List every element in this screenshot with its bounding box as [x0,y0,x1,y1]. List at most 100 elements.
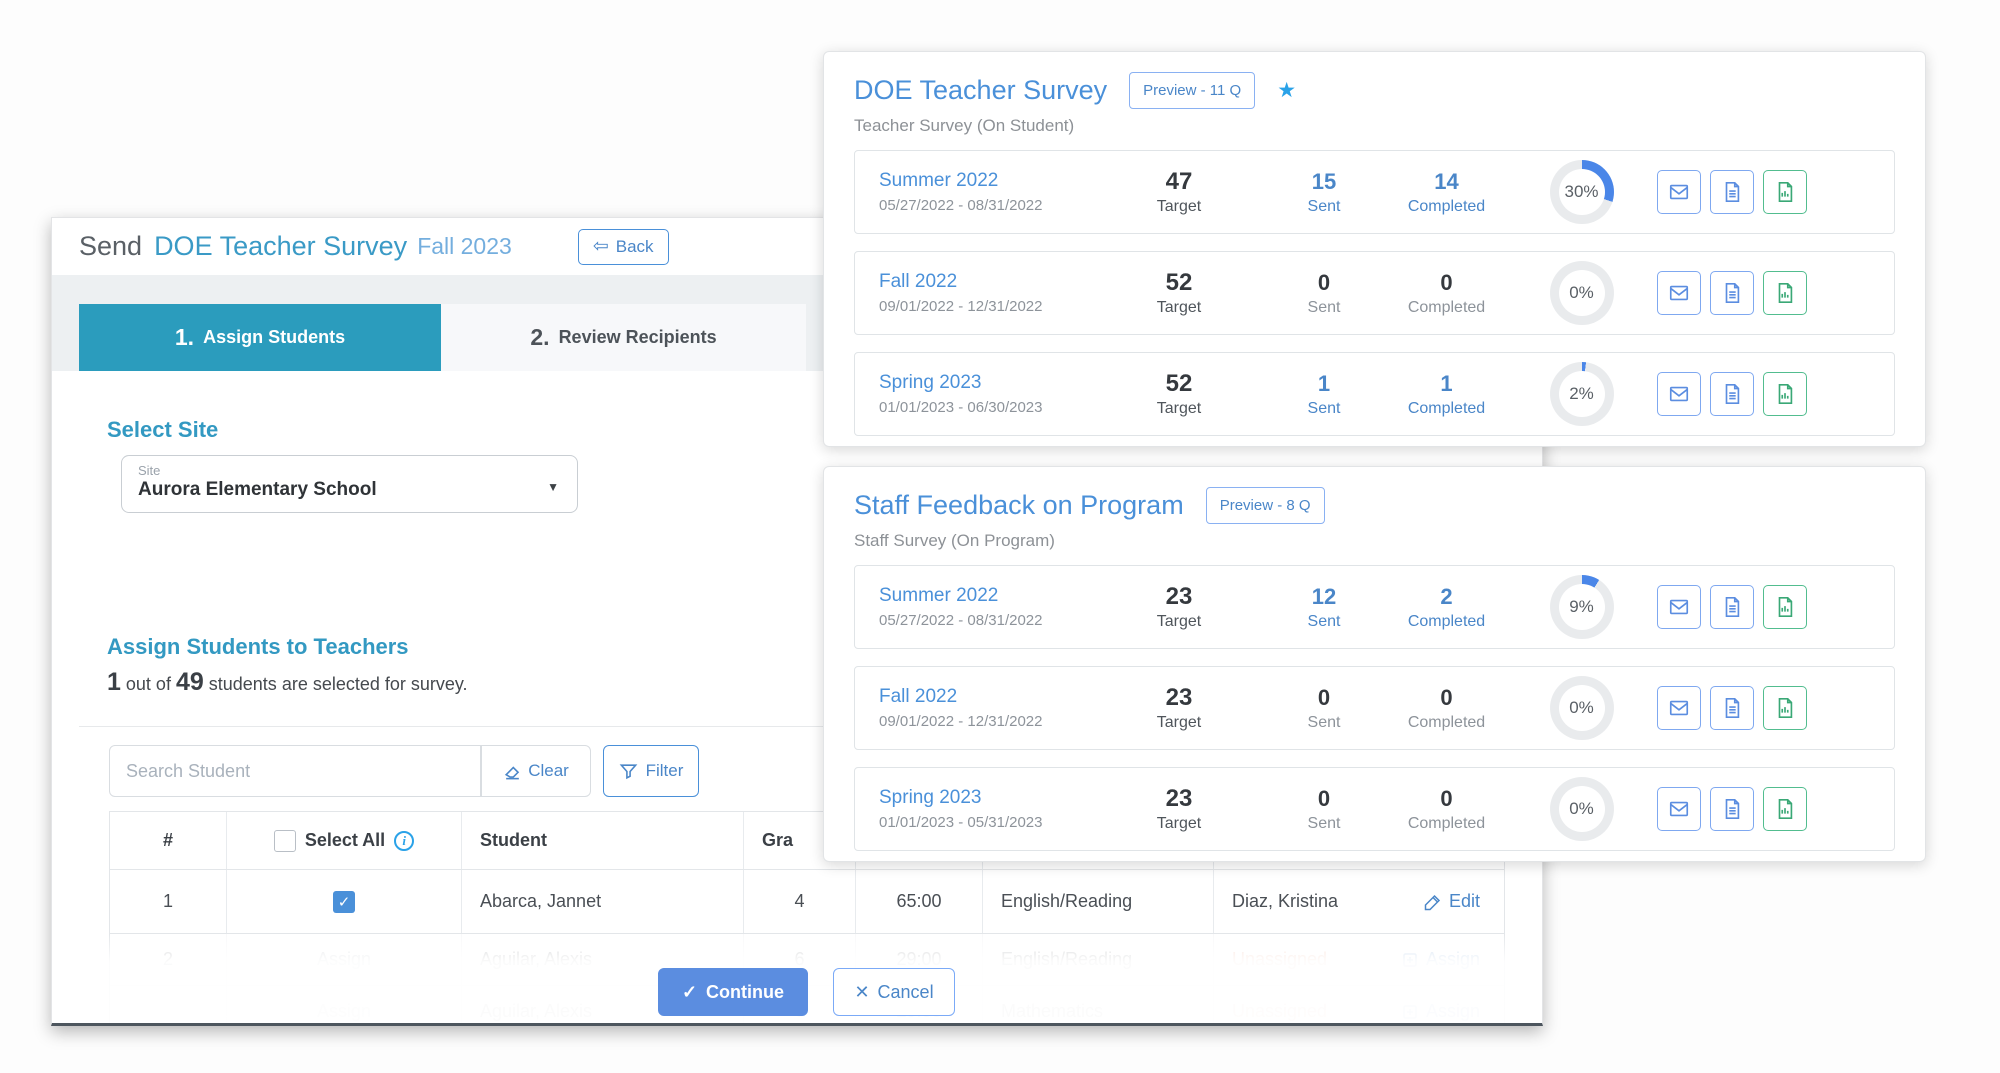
survey-card-subtitle: Teacher Survey (On Student) [854,116,1075,135]
row-select-cell[interactable]: ✓ [227,870,462,933]
report-document-button[interactable] [1710,585,1754,629]
check-icon: ✓ [681,981,698,1002]
sent-label: Sent [1307,713,1341,731]
select-all-checkbox[interactable] [273,829,296,852]
continue-button[interactable]: ✓ Continue [658,968,808,1016]
export-data-button[interactable] [1763,372,1807,416]
dialog-title-survey-name: DOE Teacher Survey [154,231,408,261]
sent-label: Sent [1307,814,1341,832]
chevron-down-icon: ▼ [547,480,559,494]
completed-label: Completed [1407,612,1486,630]
row-action-label: Edit [1448,891,1480,911]
email-button[interactable] [1657,585,1701,629]
sent-stat[interactable]: 1 Sent [1269,371,1379,418]
completed-stat[interactable]: 2 Completed [1379,584,1514,631]
session-name-link[interactable]: Summer 2022 [879,585,999,606]
completed-stat[interactable]: 14 Completed [1379,169,1514,216]
session-name-link[interactable]: Spring 2023 [879,787,982,808]
email-button[interactable] [1657,686,1701,730]
completed-label: Completed [1407,197,1486,215]
export-data-button[interactable] [1763,686,1807,730]
email-button[interactable] [1657,372,1701,416]
student-checkbox-checked[interactable]: ✓ [333,890,355,913]
envelope-icon [1669,184,1689,200]
completed-stat: 0 Completed [1379,270,1514,317]
eraser-icon [505,765,520,779]
survey-card-title: Staff Feedback on Program [854,490,1184,520]
session-cell: Fall 2022 09/01/2022 - 12/31/2022 [879,271,1089,315]
completion-percent: 0% [1569,283,1594,302]
tab-number: 1. [174,324,195,350]
export-data-button[interactable] [1763,170,1807,214]
report-document-button[interactable] [1710,686,1754,730]
session-name-link[interactable]: Spring 2023 [879,372,982,393]
sent-stat: 0 Sent [1269,270,1379,317]
survey-session-row: Summer 2022 05/27/2022 - 08/31/2022 47 T… [854,150,1895,234]
tab-review-recipients[interactable]: 2. Review Recipients [441,304,806,371]
completed-stat: 0 Completed [1379,685,1514,732]
completed-label: Completed [1407,814,1486,832]
export-data-button[interactable] [1763,787,1807,831]
report-document-button[interactable] [1710,787,1754,831]
favorite-star-icon[interactable]: ★ [1277,79,1297,102]
select-all-label: Select All [304,830,386,850]
email-button[interactable] [1657,787,1701,831]
target-number: 23 [1165,785,1193,812]
completion-donut-cell: 0% [1514,777,1649,841]
email-button[interactable] [1657,271,1701,315]
export-data-button[interactable] [1763,585,1807,629]
cancel-button[interactable]: ✕ Cancel [833,968,955,1016]
target-label: Target [1156,815,1202,832]
search-student-input[interactable] [109,745,481,797]
completion-donut: 0% [1549,676,1614,740]
completed-label: Completed [1407,713,1486,731]
completion-donut-cell: 0% [1514,676,1649,740]
completed-number: 1 [1440,370,1453,396]
cancel-button-label: Cancel [877,981,934,1002]
report-document-button[interactable] [1710,372,1754,416]
selection-summary: 1 out of 49 students are selected for su… [107,668,468,697]
row-action-link[interactable]: Edit [1424,891,1480,912]
info-icon[interactable]: i [394,830,415,851]
envelope-icon [1669,285,1689,301]
report-document-button[interactable] [1710,271,1754,315]
preview-button[interactable]: Preview - 11 Q [1129,72,1256,109]
filter-button[interactable]: Filter [603,745,699,797]
tab-assign-students[interactable]: 1. Assign Students [79,304,441,371]
session-cell: Fall 2022 09/01/2022 - 12/31/2022 [879,686,1089,730]
survey-session-row: Summer 2022 05/27/2022 - 08/31/2022 23 T… [854,565,1895,649]
row-number: 1 [110,870,227,933]
report-document-button[interactable] [1710,170,1754,214]
teacher-cell: Diaz, Kristina Edit [1214,870,1506,933]
completed-stat[interactable]: 1 Completed [1379,371,1514,418]
session-dates: 01/01/2023 - 05/31/2023 [879,814,1043,831]
back-arrow-icon: ⇦ [592,236,609,257]
file-icon [1725,597,1740,617]
summary-text: out of [120,674,176,694]
teacher-name: Diaz, Kristina [1232,891,1339,911]
session-name-link[interactable]: Summer 2022 [879,170,999,191]
email-button[interactable] [1657,170,1701,214]
col-student-header: Student [462,812,744,869]
back-button[interactable]: ⇦ Back [577,228,669,265]
row-actions [1657,372,1807,416]
preview-button[interactable]: Preview - 8 Q [1205,487,1325,524]
sent-number: 0 [1317,269,1331,295]
sticky-footer: ✓ Continue ✕ Cancel [52,934,1542,1023]
session-name-link[interactable]: Fall 2022 [879,271,958,292]
sent-number: 15 [1311,168,1337,194]
completed-number: 14 [1434,168,1459,194]
clear-search-button[interactable]: Clear [481,745,591,797]
section-divider [79,726,1519,727]
session-name-link[interactable]: Fall 2022 [879,686,958,707]
sent-stat: 0 Sent [1269,685,1379,732]
completion-donut: 2% [1549,362,1614,426]
sent-stat[interactable]: 12 Sent [1269,584,1379,631]
site-select[interactable]: Site Aurora Elementary School ▼ [121,455,578,513]
sent-stat[interactable]: 15 Sent [1269,169,1379,216]
export-data-button[interactable] [1763,271,1807,315]
student-name: Abarca, Jannet [462,870,744,933]
file-icon [1725,384,1740,404]
completed-label: Completed [1407,298,1486,316]
survey-session-row: Spring 2023 01/01/2023 - 06/30/2023 52 T… [854,352,1895,436]
